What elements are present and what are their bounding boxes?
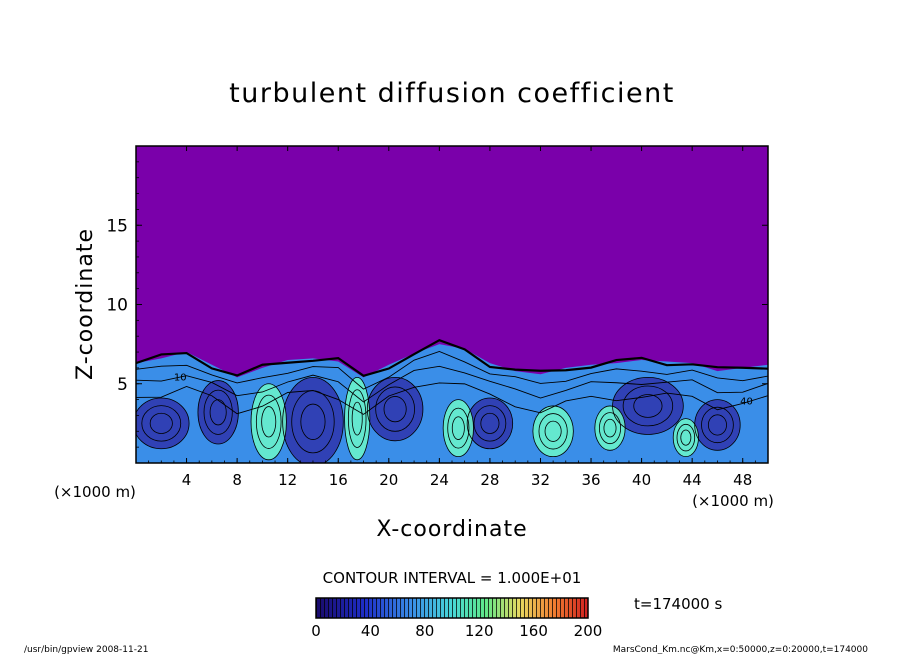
contour-line [598, 412, 622, 445]
contour-line [366, 377, 424, 442]
contour-line [141, 405, 182, 442]
y-tick-label: 10 [106, 296, 128, 316]
colorbar-tick-label: 200 [574, 622, 603, 640]
contour-line [136, 397, 190, 450]
y-tick-label: 5 [117, 375, 128, 395]
contour-line [282, 377, 344, 463]
contour-line [672, 418, 699, 458]
colorbar-frame [315, 597, 589, 619]
eddy [282, 377, 344, 463]
contour-line [250, 383, 287, 461]
x-tick-label: 8 [232, 471, 242, 489]
x-tick-label: 20 [379, 471, 398, 489]
x-tick-label: 48 [733, 471, 752, 489]
contour-line [351, 401, 363, 436]
contour-line [136, 365, 768, 403]
footer-right: MarsCond_Km.nc@Km,x=0:50000,z=0:20000,t=… [613, 645, 868, 654]
x-tick-label: 40 [632, 471, 651, 489]
colorbar-ticks: 0 40 80 120 160 200 [311, 622, 602, 640]
x-axis: 4 8 12 16 20 24 28 32 36 40 44 48 [148, 146, 756, 489]
x-axis-unit-left: (×1000 m) [54, 483, 136, 501]
contour-line [442, 399, 474, 458]
contour-label: 40 [740, 396, 753, 407]
x-tick-label: 16 [329, 471, 348, 489]
contour-line [136, 338, 768, 378]
y-axis: 5 10 15 [106, 161, 768, 448]
chart-title: turbulent diffusion coefficient [229, 78, 675, 109]
colorbar-tick-label: 0 [311, 622, 321, 640]
contour-line [261, 406, 277, 438]
contour-line [680, 429, 692, 446]
x-tick-label: 32 [531, 471, 550, 489]
contour-line [480, 412, 500, 434]
contour-line [622, 385, 674, 427]
x-tick-label: 12 [278, 471, 297, 489]
x-tick-label: 28 [480, 471, 499, 489]
contour-line [532, 405, 574, 458]
contour-line [633, 394, 663, 418]
contour-line [466, 397, 514, 450]
contour-line [451, 416, 465, 440]
turbulence-field: 40 10 [136, 338, 768, 463]
x-tick-label: 44 [683, 471, 702, 489]
x-tick-label: 36 [581, 471, 600, 489]
x-axis-label: X-coordinate [376, 517, 527, 542]
contour-line [300, 403, 326, 440]
contour-line [676, 423, 696, 452]
colorbar-tick-label: 80 [415, 622, 434, 640]
colorbar-stripes [316, 598, 588, 618]
contour-line [594, 405, 626, 451]
x-tick-label: 4 [182, 471, 192, 489]
contour-line [544, 420, 562, 442]
contour-line [603, 418, 617, 438]
y-tick-label: 15 [106, 216, 128, 236]
contour-line [209, 399, 227, 426]
contour-line [383, 396, 407, 423]
contour-line [538, 413, 568, 450]
contour-line [707, 414, 727, 436]
contour-line [375, 386, 415, 432]
contour-label: 10 [174, 373, 187, 384]
contour-line [203, 389, 233, 435]
contour-line [149, 412, 173, 434]
colorbar-tick-label: 120 [465, 622, 494, 640]
plot-area: 40 10 [136, 146, 768, 463]
contour-line [701, 406, 734, 444]
eddy [136, 398, 190, 449]
contour-line [197, 380, 239, 445]
colorbar: 0 40 80 120 160 200 [311, 597, 602, 640]
contour-line [694, 399, 741, 451]
x-axis-unit-right: (×1000 m) [692, 492, 774, 510]
y-axis-label: Z-coordinate [73, 228, 98, 380]
colorbar-tick-label: 40 [361, 622, 380, 640]
contour-line [447, 407, 470, 449]
contour-line [255, 394, 282, 449]
contour-line [344, 377, 371, 461]
contour-line [136, 350, 768, 390]
contour-line [473, 405, 507, 442]
colorbar-tick-label: 160 [519, 622, 548, 640]
footer-left: /usr/bin/gpview 2008-11-21 [24, 645, 148, 654]
time-label: t=174000 s [634, 595, 722, 613]
contour-line [347, 389, 367, 448]
contour-line [136, 382, 768, 415]
contour-interval-label: CONTOUR INTERVAL = 1.000E+01 [323, 569, 582, 587]
x-tick-label: 24 [430, 471, 449, 489]
